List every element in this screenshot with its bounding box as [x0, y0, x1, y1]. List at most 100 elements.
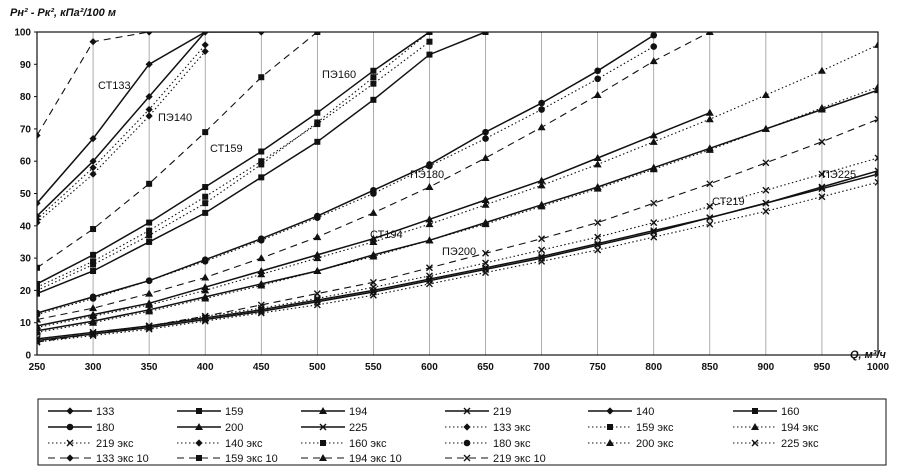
series-line [37, 32, 430, 291]
legend-marker [319, 454, 327, 461]
data-point [874, 82, 878, 90]
y-tick-label: 40 [20, 221, 32, 232]
data-point [762, 199, 770, 207]
data-point [314, 138, 321, 145]
series-line [37, 173, 878, 340]
legend-marker [606, 407, 614, 415]
annotation-label: СТ219 [712, 196, 745, 208]
data-point [706, 214, 714, 222]
series-194-экс [37, 40, 878, 331]
series-133-экс [37, 41, 209, 223]
series-line [37, 86, 878, 333]
y-tick-label: 100 [14, 28, 31, 39]
data-point [89, 332, 97, 340]
x-tick-label: 700 [533, 362, 550, 373]
data-point [37, 338, 41, 346]
data-point [594, 246, 602, 254]
series-180-экс [37, 43, 658, 318]
data-point [818, 138, 826, 146]
annotation-label: ПЭ140 [158, 112, 192, 124]
legend-item: 219 экс 10 [445, 453, 546, 465]
series-line [37, 181, 878, 343]
legend-item: 219 экс [48, 438, 134, 450]
data-point [705, 145, 714, 153]
data-point [705, 32, 714, 35]
y-tick-label: 70 [20, 124, 32, 135]
legend-marker [463, 423, 471, 431]
data-point [257, 237, 265, 244]
data-point [89, 295, 97, 302]
plot-area-border [36, 31, 879, 356]
data-point [258, 161, 265, 168]
legend-item: 180 [48, 422, 114, 434]
data-point [369, 208, 378, 216]
data-point [874, 154, 878, 162]
data-point [538, 99, 545, 107]
data-point [537, 181, 546, 189]
legend-label: 194 [349, 406, 367, 418]
series-159-экс-10 [37, 32, 321, 271]
data-point [202, 200, 209, 207]
legend-marker [196, 455, 202, 461]
data-point [369, 252, 378, 260]
data-point [649, 57, 658, 65]
data-point [369, 291, 377, 299]
data-point [257, 309, 265, 317]
data-point [314, 109, 321, 116]
x-tick-label: 250 [29, 362, 46, 373]
data-point [425, 280, 433, 288]
data-point [313, 233, 322, 241]
y-tick-label: 0 [25, 351, 31, 362]
series-line [37, 32, 206, 204]
data-point [201, 273, 210, 281]
series-line [37, 32, 430, 285]
data-point [257, 32, 265, 36]
data-point [257, 281, 266, 289]
plot-frame [36, 31, 879, 356]
x-tick-label: 600 [421, 362, 438, 373]
y-axis-label: Рн² - Рк², кПа²/100 м [10, 7, 116, 19]
data-point [145, 307, 154, 315]
legend-label: 159 [225, 406, 243, 418]
legend-marker [463, 407, 471, 415]
legend-marker [319, 423, 327, 431]
legend-label: 180 [96, 422, 114, 434]
data-point [482, 259, 490, 267]
legend-item: 140 [588, 406, 654, 418]
data-point [145, 112, 153, 120]
legend-label: 140 [636, 406, 654, 418]
series-line [37, 157, 878, 340]
data-point [874, 178, 878, 186]
data-point [201, 258, 209, 265]
data-point [37, 311, 41, 318]
data-point [37, 131, 41, 139]
data-point [90, 268, 97, 275]
x-tick-label: 300 [85, 362, 102, 373]
data-point [145, 60, 153, 68]
legend-item: 180 экс [445, 438, 531, 450]
data-point [481, 220, 490, 228]
data-point [425, 272, 433, 280]
data-point [89, 304, 98, 312]
data-point [538, 257, 546, 265]
data-point [145, 322, 153, 330]
series-line [37, 41, 430, 288]
x-tick-label: 450 [253, 362, 270, 373]
data-point [37, 218, 41, 227]
data-point [425, 264, 433, 272]
data-point [37, 264, 40, 271]
legend-label: 219 [493, 406, 511, 418]
legend-item: 160 [733, 406, 799, 418]
y-tick-label: 30 [20, 254, 32, 265]
data-point [874, 170, 878, 178]
data-point [481, 195, 490, 203]
legend-item: 200 [177, 422, 243, 434]
legend-item: 133 экс 10 [48, 453, 149, 465]
data-point [426, 32, 433, 35]
data-point [89, 157, 97, 165]
data-point [874, 40, 878, 48]
data-point [201, 312, 209, 320]
data-point [426, 51, 433, 58]
